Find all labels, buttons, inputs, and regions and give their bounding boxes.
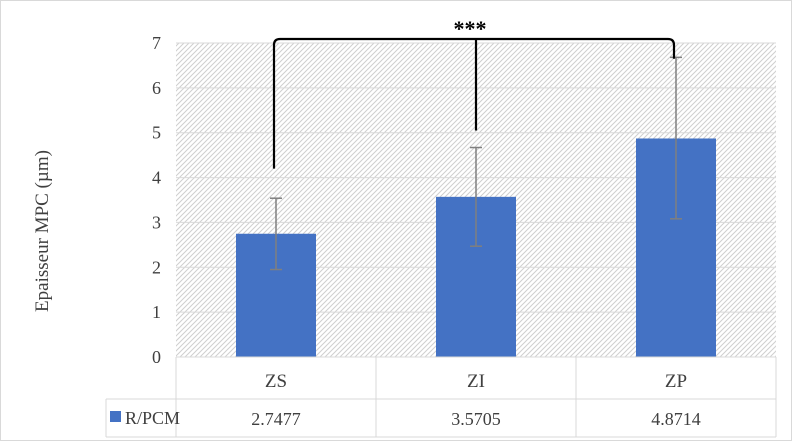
y-tick-label: 6 (152, 78, 161, 98)
y-tick-label: 7 (152, 33, 161, 53)
y-tick-label: 4 (152, 168, 161, 188)
y-tick-label: 3 (152, 212, 161, 232)
legend-swatch (110, 411, 121, 422)
y-tick-label: 5 (152, 123, 161, 143)
legend-label: R/PCM (125, 408, 180, 428)
x-tick-label: ZS (265, 371, 287, 392)
x-tick-label: ZI (467, 371, 485, 392)
y-tick-label: 1 (152, 302, 161, 322)
data-table-value: 3.5705 (451, 409, 501, 429)
significance-bracket (272, 37, 676, 169)
data-table-value: 4.8714 (651, 409, 701, 429)
y-axis-title: Epaisseur MPC (µm) (32, 150, 53, 312)
data-table-value: 2.7477 (251, 409, 301, 429)
y-tick-label: 2 (152, 257, 161, 277)
x-tick-label: ZP (665, 371, 687, 392)
y-tick-label: 0 (152, 347, 161, 367)
plot-area: 0 1 2 3 4 5 6 7 *** ZS ZI ZP R/PCM 2.7477 3.5705 4.8714 (105, 16, 777, 438)
significance-label: *** (454, 16, 487, 41)
